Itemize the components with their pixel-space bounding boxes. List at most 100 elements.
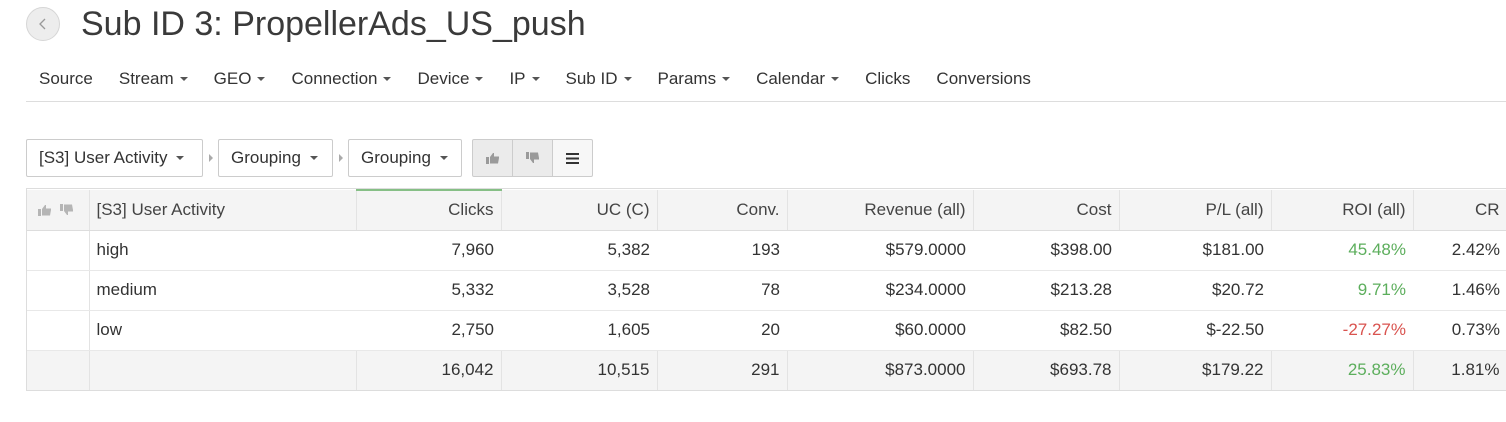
total-roi: 25.83% [1271,349,1414,390]
caret-down-icon [475,76,484,81]
nav-item-stream[interactable]: Stream [106,59,201,99]
total-revenue: $873.0000 [787,349,974,390]
caret-down-icon [179,76,188,81]
column-header-pl[interactable]: P/L (all) [1119,190,1272,231]
report-nav: Source Stream GEO Connection Device IP S… [26,56,1506,102]
column-header-cost[interactable]: Cost [973,190,1120,231]
total-conv: 291 [657,349,788,390]
nav-item-geo[interactable]: GEO [201,59,279,99]
total-cr: 1.81% [1413,349,1506,390]
nav-item-label: Clicks [865,68,911,88]
nav-item-conversions[interactable]: Conversions [923,59,1044,99]
vote-column-header [27,190,90,231]
column-header-conv[interactable]: Conv. [657,190,788,231]
cell-cr: 2.42% [1413,230,1506,271]
totals-name-cell [89,349,357,390]
grouping-select-label: Grouping [361,148,431,167]
list-icon [566,152,579,164]
cell-cost: $213.28 [973,270,1119,311]
nav-item-label: Source [39,68,93,88]
column-header-cr[interactable]: CR [1413,190,1506,231]
thumbs-up-icon [485,153,499,164]
caret-down-icon [383,76,392,81]
separator-arrow-icon [333,154,348,162]
caret-down-icon [623,76,632,81]
thumbs-down-icon [525,152,539,163]
grouping-select-label: [S3] User Activity [39,148,168,167]
cell-revenue: $234.0000 [787,270,973,311]
column-header-revenue[interactable]: Revenue (all) [787,190,974,231]
nav-item-source[interactable]: Source [26,59,106,99]
cell-clicks: 2,750 [356,310,501,351]
vote-cell[interactable] [27,310,90,351]
nav-item-params[interactable]: Params [645,59,744,99]
nav-item-label: Params [657,68,717,88]
table-totals-row: 16,042 10,515 291 $873.0000 $693.78 $179… [27,349,1506,390]
thumbs-up-icon[interactable] [38,204,52,216]
nav-item-label: Device [417,68,470,88]
nav-item-device[interactable]: Device [404,59,496,99]
column-header-clicks[interactable]: Clicks [356,189,502,231]
cell-pl: $-22.50 [1119,310,1271,351]
nav-item-connection[interactable]: Connection [278,59,404,99]
nav-item-label: Calendar [756,68,826,88]
vote-cell[interactable] [27,230,90,271]
caret-down-icon [309,156,318,160]
cell-revenue: $579.0000 [787,230,973,271]
cell-cost: $82.50 [973,310,1119,351]
cell-pl: $181.00 [1119,230,1271,271]
cell-roi: -27.27% [1271,310,1413,351]
column-header-uc[interactable]: UC (C) [501,190,658,231]
cell-cost: $398.00 [973,230,1119,271]
grouping-toolbar: [S3] User Activity Grouping Grouping [26,139,593,177]
nav-item-label: IP [509,68,526,88]
thumbs-down-button[interactable] [512,139,553,177]
cell-name: medium [89,270,356,311]
cell-conv: 78 [657,270,787,311]
table-header-row: [S3] User Activity Clicks UC (C) Conv. R… [27,189,1506,231]
cell-roi: 45.48% [1271,230,1413,271]
nav-item-sub-id[interactable]: Sub ID [553,59,645,99]
caret-down-icon [531,76,540,81]
caret-down-icon [722,76,731,81]
table-row[interactable]: low 2,750 1,605 20 $60.0000 $82.50 $-22.… [27,310,1506,351]
nav-item-ip[interactable]: IP [496,59,552,99]
column-header-user-activity[interactable]: [S3] User Activity [89,190,357,231]
grouping-select-3[interactable]: Grouping [348,139,462,177]
cell-revenue: $60.0000 [787,310,973,351]
vote-cell[interactable] [27,270,90,311]
filter-button-group [472,139,593,177]
cell-uc: 5,382 [501,230,657,271]
cell-conv: 20 [657,310,787,351]
nav-item-label: Conversions [936,68,1031,88]
back-button[interactable] [26,7,60,41]
total-clicks: 16,042 [356,349,502,390]
cell-uc: 3,528 [501,270,657,311]
cell-pl: $20.72 [1119,270,1271,311]
table-row[interactable]: high 7,960 5,382 193 $579.0000 $398.00 $… [27,230,1506,271]
separator-arrow-icon [203,154,218,162]
cell-clicks: 7,960 [356,230,501,271]
nav-item-label: Stream [118,68,174,88]
report-table: [S3] User Activity Clicks UC (C) Conv. R… [27,189,1506,390]
grouping-select-label: Grouping [231,148,301,167]
caret-down-icon [439,156,448,160]
chevron-left-icon [39,18,46,30]
nav-item-calendar[interactable]: Calendar [743,59,852,99]
grouping-select-2[interactable]: Grouping [218,139,333,177]
caret-down-icon [257,76,266,81]
nav-item-clicks[interactable]: Clicks [852,59,923,99]
caret-down-icon [831,76,840,81]
nav-item-label: GEO [213,68,252,88]
page-title: Sub ID 3: PropellerAds_US_push [81,5,586,43]
column-header-roi[interactable]: ROI (all) [1271,190,1414,231]
cell-clicks: 5,332 [356,270,501,311]
grouping-select-1[interactable]: [S3] User Activity [26,139,203,177]
total-uc: 10,515 [501,349,658,390]
thumbs-down-icon[interactable] [60,203,74,216]
thumbs-up-button[interactable] [472,139,513,177]
list-view-button[interactable] [552,139,593,177]
total-cost: $693.78 [973,349,1120,390]
table-row[interactable]: medium 5,332 3,528 78 $234.0000 $213.28 … [27,270,1506,311]
total-pl: $179.22 [1119,349,1272,390]
